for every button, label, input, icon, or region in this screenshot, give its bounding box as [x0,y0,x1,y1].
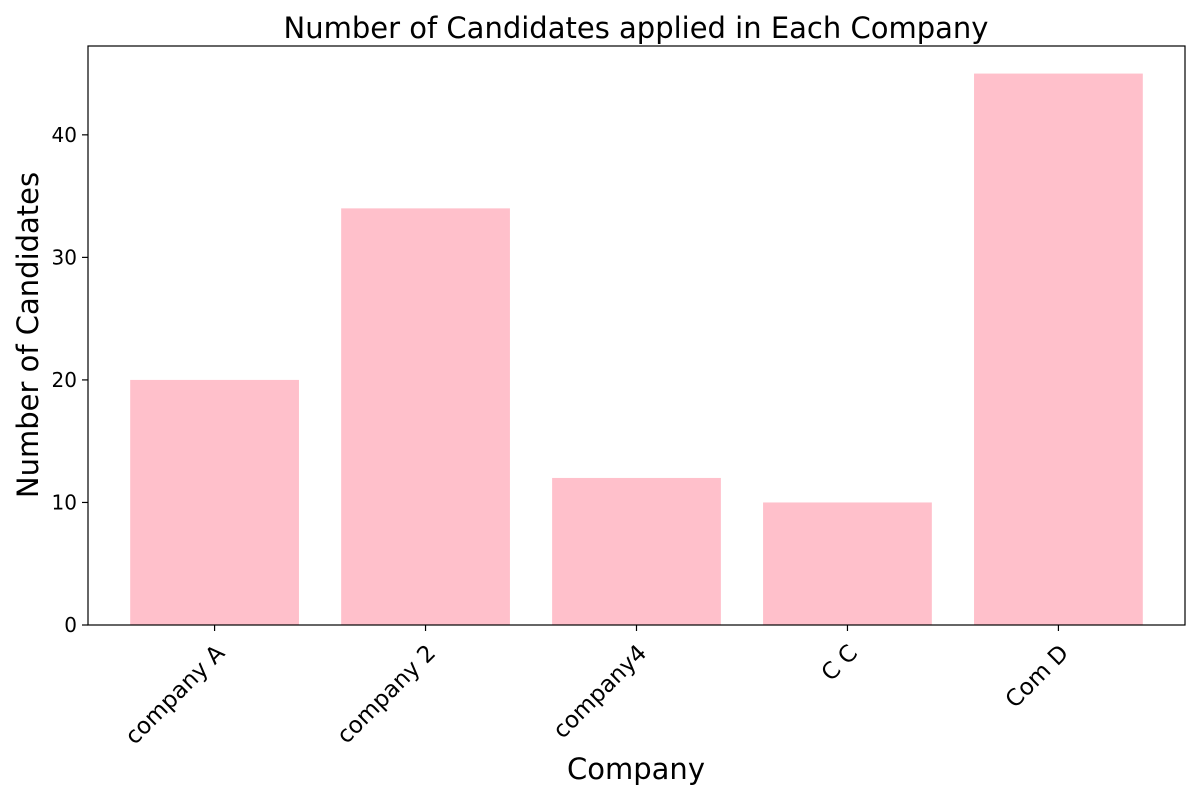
x-axis-label: Company [567,752,705,786]
bar-company-2 [341,208,510,625]
y-tick-label: 20 [52,368,77,392]
x-tick-label: Com D [1001,640,1074,713]
bar-c-c [763,502,932,625]
y-tick-label: 10 [52,490,77,514]
y-tick-label: 0 [64,613,77,637]
x-tick-label: C C [817,640,863,686]
plot-frame [87,45,1186,626]
y-tick-label: 40 [52,123,77,147]
x-axis-ticks: company A company 2 company4 C C Com D [120,625,1074,750]
bars-group [130,73,1143,626]
x-tick-label: company 2 [332,640,441,749]
x-tick-label: company A [120,640,230,750]
y-axis-ticks: 0 10 20 30 40 [52,123,88,637]
x-tick-label: company4 [548,640,652,744]
y-axis-label: Number of Candidates [11,172,45,498]
bar-com-d [974,73,1143,626]
y-tick-label: 30 [52,245,77,269]
bar-company-a [130,379,299,625]
chart-title: Number of Candidates applied in Each Com… [284,11,989,45]
bar-company4 [552,477,721,625]
